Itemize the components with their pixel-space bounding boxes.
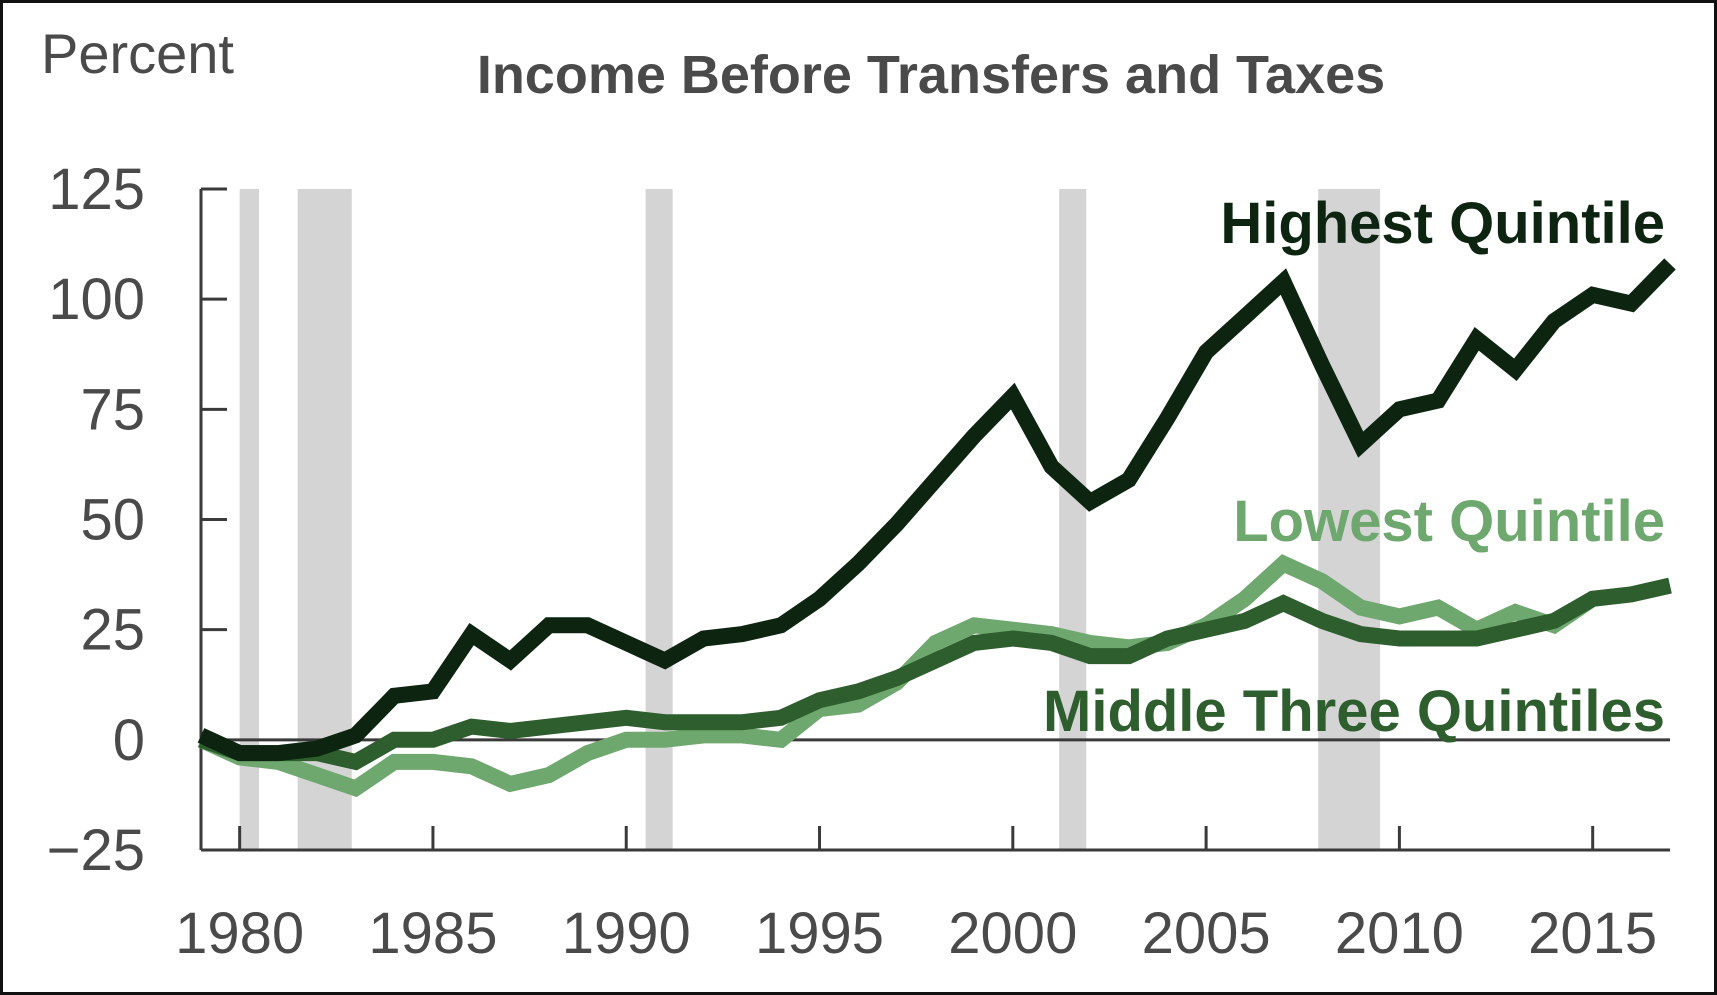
line-chart: Percent Income Before Transfers and Taxe… [41,22,1676,966]
recession-band-0 [239,189,259,850]
recession-band-2 [645,189,673,850]
x-tick-label: 2010 [1335,901,1464,966]
y-tick-label: 0 [113,708,145,773]
recession-band-3 [1059,189,1087,850]
chart-title: Income Before Transfers and Taxes [477,45,1385,105]
y-tick-label: 50 [80,488,145,553]
series-label-lowest-quintile: Lowest Quintile [1233,489,1665,554]
x-tick-label: 1990 [562,901,691,966]
series-lines [197,258,1676,798]
series-line-highest-quintile [197,258,1676,762]
series-label-highest-quintile: Highest Quintile [1220,191,1665,256]
recession-bands [239,189,1381,850]
y-tick-label: 25 [80,598,145,663]
y-axis-unit-label: Percent [41,22,234,85]
x-tick-label: 1995 [755,901,884,966]
y-tick-label: −25 [47,818,145,883]
y-tick-label: 100 [48,267,145,332]
x-tick-label: 1980 [175,901,304,966]
x-tick-label: 2000 [948,901,1077,966]
series-line-middle-three-quintiles [198,577,1672,771]
series-labels: Highest Quintile Lowest Quintile Middle Th… [1043,191,1665,744]
x-axis-ticks: 1980 1985 1990 1995 2000 2005 2010 2015 [175,826,1657,966]
x-tick-label: 1985 [368,901,497,966]
y-tick-label: 75 [80,377,145,442]
x-tick-label: 2005 [1142,901,1271,966]
series-line-lowest-quintile [197,554,1672,798]
series-label-middle-three-quintiles: Middle Three Quintiles [1043,679,1665,744]
x-tick-label: 2015 [1528,901,1657,966]
y-tick-label: 125 [48,157,145,222]
